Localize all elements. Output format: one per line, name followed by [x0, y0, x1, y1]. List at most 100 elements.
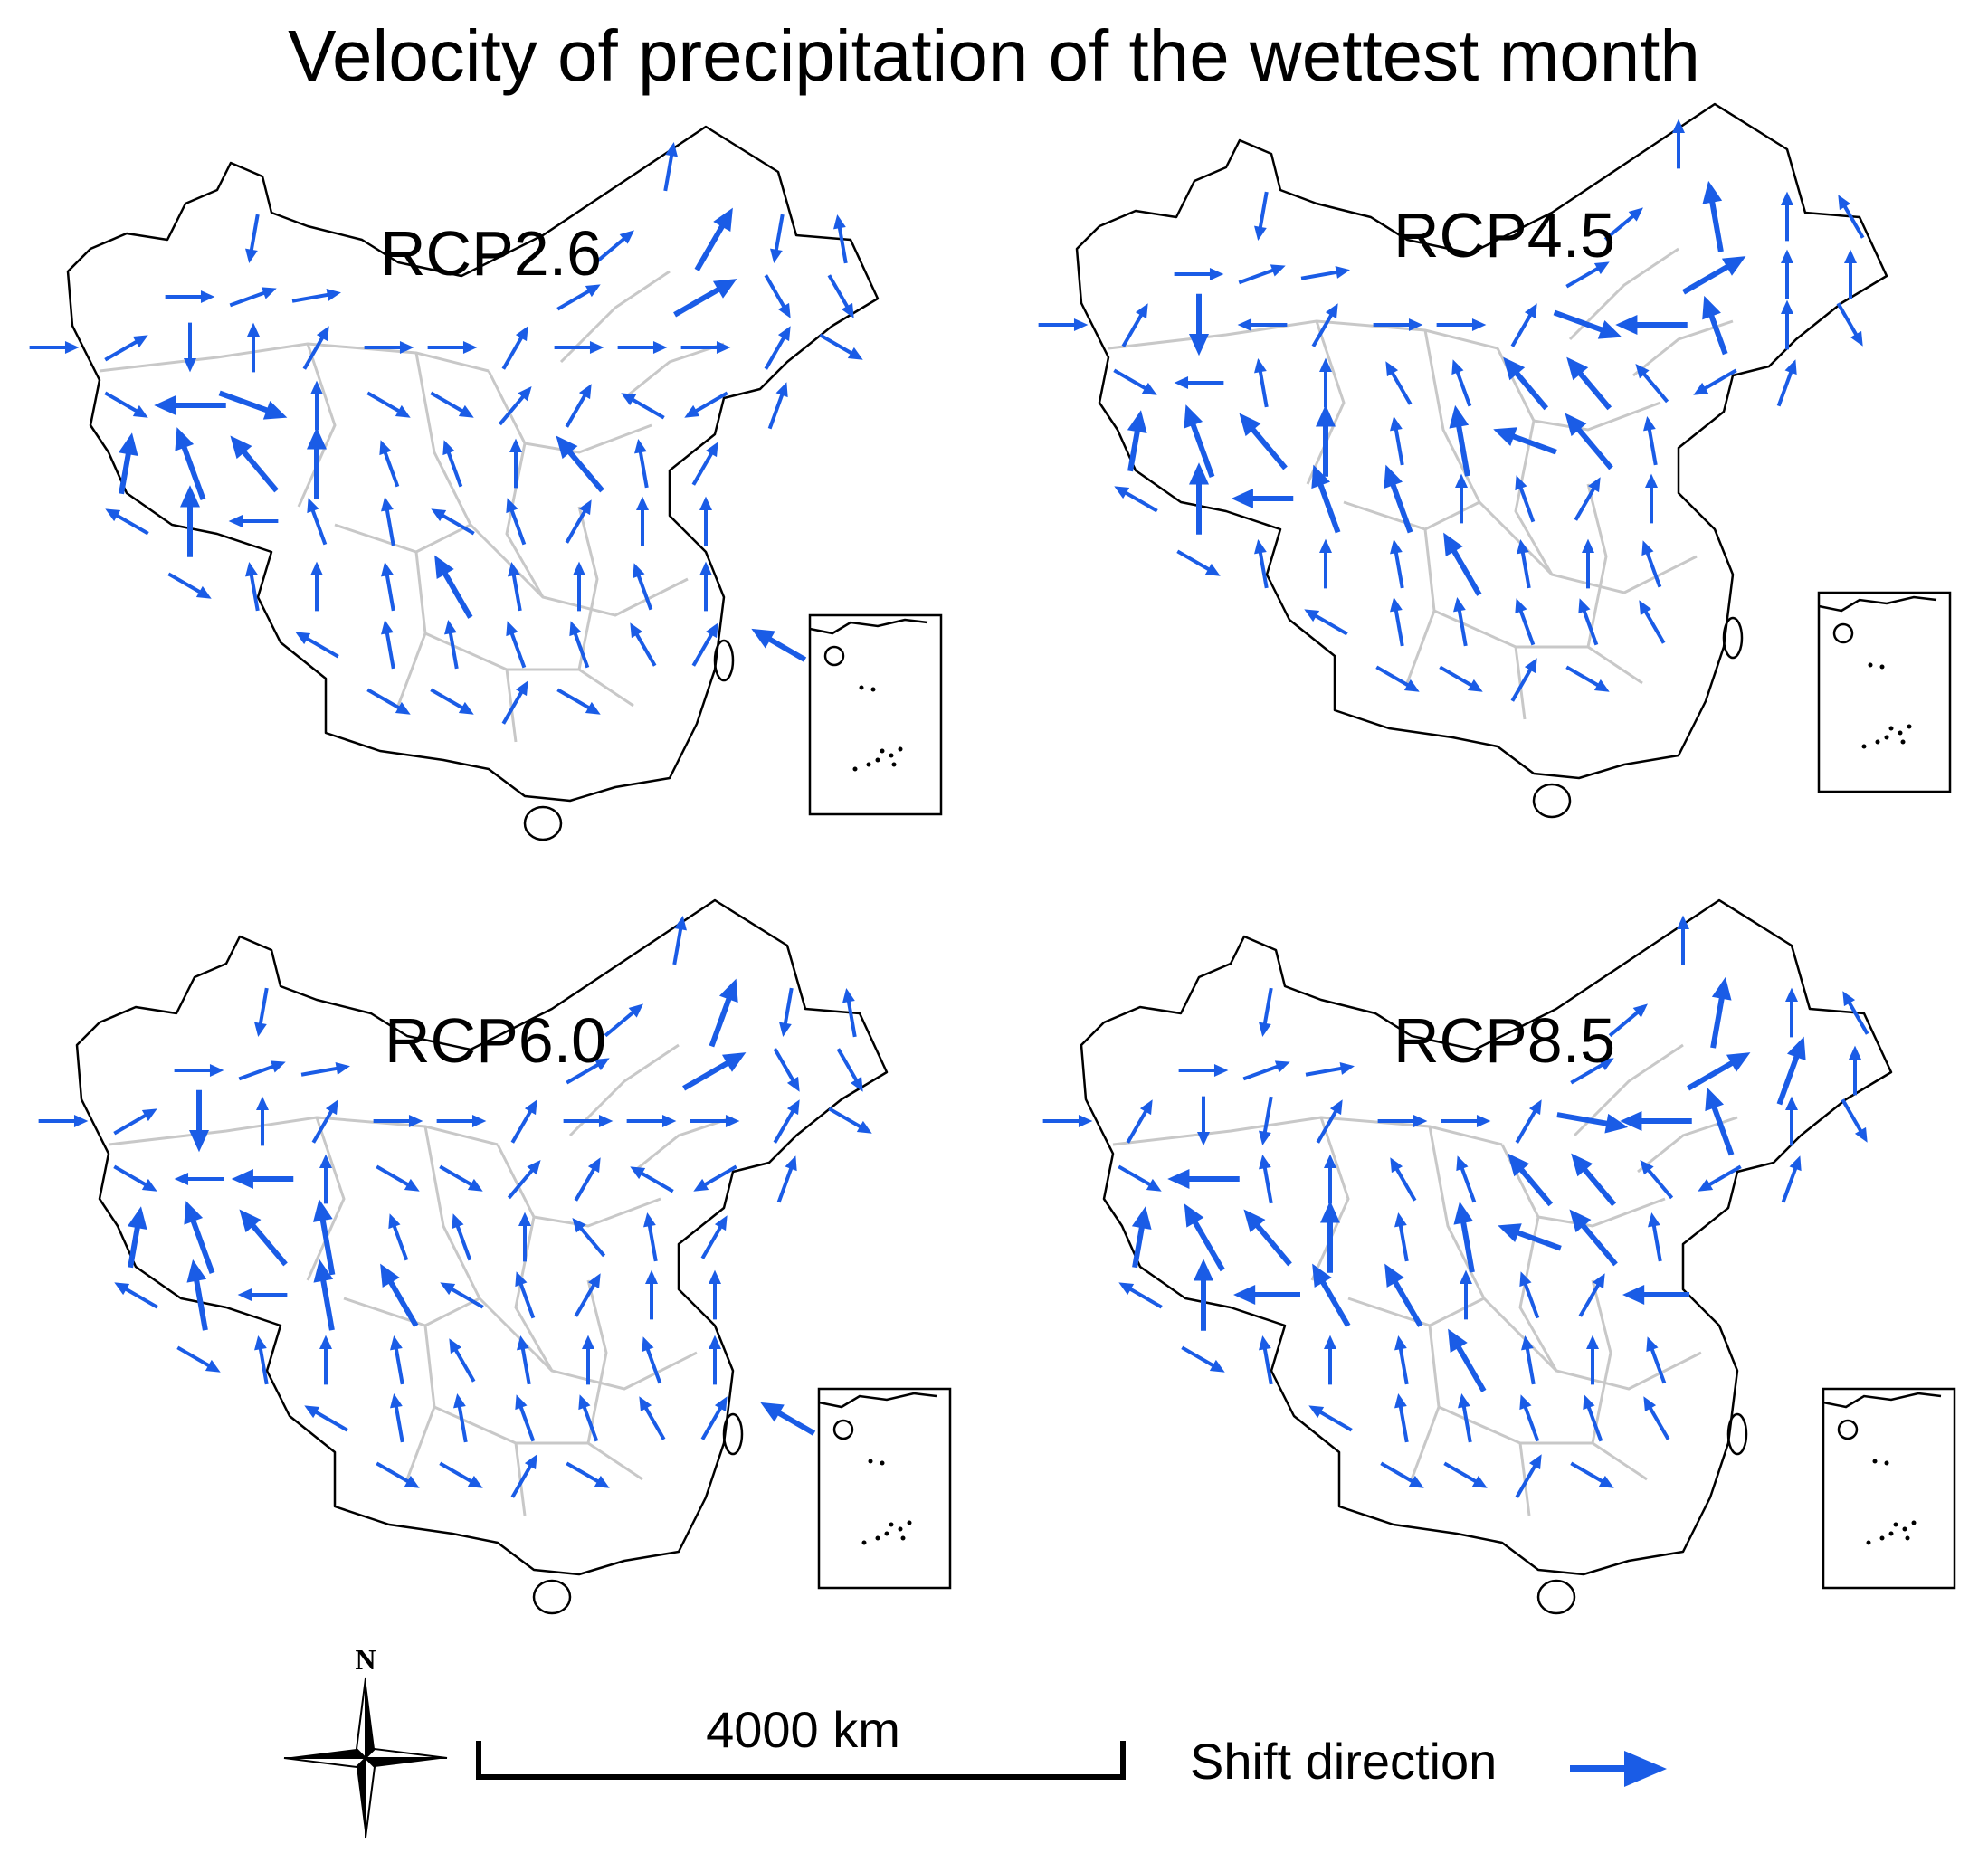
shift-arrow — [1233, 1285, 1300, 1305]
shift-arrow — [779, 987, 794, 1037]
shift-arrow — [1498, 1223, 1562, 1251]
inset-map — [1822, 1387, 1956, 1590]
shift-arrow — [1443, 532, 1482, 596]
shift-arrow — [506, 621, 527, 669]
shift-arrow — [672, 916, 687, 965]
shift-arrow — [1375, 665, 1420, 692]
shift-arrow — [304, 1405, 348, 1432]
shift-arrow — [247, 322, 260, 373]
shift-arrows — [29, 142, 863, 725]
shift-arrow — [453, 1393, 468, 1443]
shift-arrow — [1643, 416, 1658, 466]
shift-arrow — [364, 341, 414, 354]
shift-arrow — [700, 1215, 728, 1259]
shift-arrow — [300, 1062, 350, 1077]
shift-arrow — [439, 1461, 483, 1488]
shift-arrow — [373, 1115, 423, 1127]
shift-arrow — [1515, 1454, 1542, 1498]
map-panel-rcp85 — [1042, 898, 1956, 1615]
shift-arrow — [770, 214, 785, 263]
shift-arrow — [630, 1166, 674, 1193]
shift-arrow — [1682, 256, 1746, 295]
shift-arrow — [1508, 1153, 1554, 1207]
shift-arrow — [693, 1164, 737, 1192]
shift-arrow — [105, 508, 149, 536]
shift-arrow — [302, 326, 329, 370]
legend-label: Shift direction — [1190, 1733, 1498, 1790]
island-outline — [1536, 1579, 1576, 1615]
shift-arrow — [1493, 427, 1557, 455]
island-outline — [722, 1412, 744, 1456]
shift-arrow — [113, 1108, 157, 1136]
shift-arrow — [515, 1271, 536, 1319]
shift-arrow — [518, 1212, 531, 1262]
shift-arrow — [566, 1461, 610, 1488]
shift-arrow — [1510, 303, 1537, 347]
shift-arrow — [1114, 486, 1158, 513]
shift-arrow — [1781, 299, 1793, 350]
shift-arrow — [1569, 1209, 1618, 1267]
shift-arrow — [228, 515, 279, 527]
shift-arrow — [1304, 609, 1348, 636]
shift-arrow — [556, 284, 601, 311]
shift-arrow — [218, 390, 288, 420]
shift-arrow — [565, 499, 592, 544]
shift-arrow — [184, 1201, 215, 1274]
map-panel-rcp45 — [1038, 102, 1952, 819]
shift-arrow — [1300, 266, 1350, 280]
shift-arrow — [699, 561, 712, 612]
shift-arrow — [1126, 1099, 1153, 1144]
shift-arrow — [1565, 413, 1613, 470]
inset-map — [817, 1387, 952, 1590]
shift-arrow — [310, 380, 323, 431]
shift-arrow — [380, 1263, 419, 1327]
shift-arrow — [1394, 1335, 1409, 1385]
shift-arrow — [427, 341, 478, 354]
shift-arrow — [1456, 1155, 1477, 1203]
shift-arrow — [1316, 404, 1336, 477]
shift-arrow — [572, 1218, 606, 1258]
shift-arrow — [501, 680, 528, 725]
shift-arrow — [237, 1288, 288, 1301]
shift-arrow — [1238, 264, 1286, 285]
island-outline — [713, 639, 735, 682]
shift-arrow — [684, 391, 728, 418]
shift-arrow — [1687, 1052, 1751, 1091]
shift-arrow — [776, 1155, 797, 1203]
shift-arrow — [1038, 318, 1089, 331]
shift-arrow — [1503, 356, 1549, 411]
shift-arrow — [1849, 1045, 1861, 1096]
shift-arrow — [626, 1115, 677, 1127]
shift-arrow — [1453, 1201, 1475, 1273]
shift-arrow — [1677, 915, 1689, 965]
shift-arrows — [1042, 915, 1869, 1498]
shift-arrow — [1184, 404, 1215, 478]
shift-arrow — [682, 1052, 747, 1091]
inset-map — [808, 613, 943, 816]
shift-arrow — [1515, 475, 1536, 523]
shift-arrow — [694, 207, 733, 271]
compass-rose: N — [283, 1643, 448, 1839]
shift-arrow — [231, 1169, 294, 1189]
shift-arrows — [1038, 119, 1865, 702]
shift-arrow — [642, 1336, 662, 1384]
shift-arrow — [312, 1199, 336, 1276]
shift-arrow — [1242, 1060, 1290, 1081]
shift-arrow — [569, 621, 590, 669]
shift-arrow — [1521, 1335, 1536, 1385]
shift-arrow — [442, 440, 463, 488]
shift-arrow — [295, 632, 339, 659]
shift-arrow — [1622, 1285, 1689, 1305]
shift-arrow — [1608, 1003, 1648, 1038]
shift-arrow — [507, 1160, 541, 1200]
shift-arrow — [1648, 1212, 1662, 1262]
province-boundaries — [108, 1043, 734, 1516]
shift-arrow — [1311, 303, 1338, 347]
shift-arrow — [515, 1394, 536, 1442]
shift-arrow — [1578, 598, 1599, 646]
shift-arrow — [180, 485, 200, 557]
shift-arrow — [690, 1115, 740, 1127]
shift-arrow — [836, 1048, 863, 1092]
shift-arrow — [1615, 315, 1688, 335]
